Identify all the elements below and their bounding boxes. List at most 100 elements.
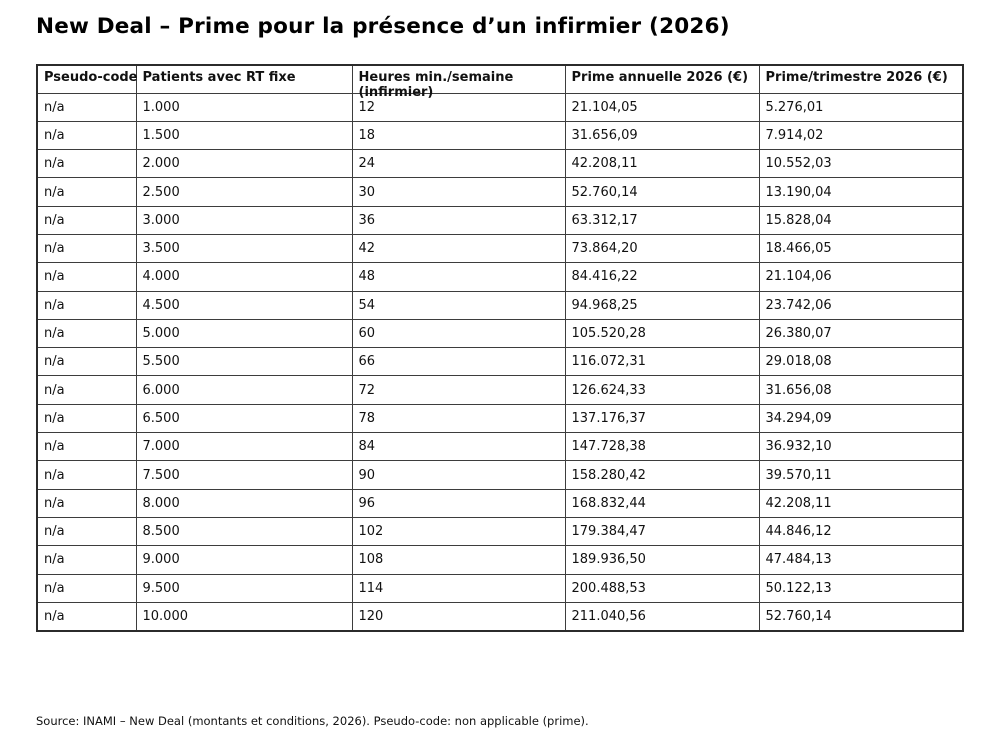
table-row: n/a 1.500 18 31.656,09 7.914,02 xyxy=(36,120,964,151)
table-cell: 90 xyxy=(351,460,566,490)
table-row: n/a 1.000 12 21.104,05 5.276,01 xyxy=(36,92,964,122)
table-cell: 6.500 xyxy=(135,403,353,434)
table-cell: 120 xyxy=(351,601,566,632)
table-cell: 7.914,02 xyxy=(758,120,964,151)
table-cell: 5.000 xyxy=(135,318,353,349)
table-cell: n/a xyxy=(36,318,137,349)
table-row: n/a 7.000 84 147.728,38 36.932,10 xyxy=(36,432,964,462)
table-cell: 47.484,13 xyxy=(758,545,964,575)
table-cell: 18 xyxy=(351,120,566,151)
table-cell: n/a xyxy=(36,92,137,122)
table-cell: 108 xyxy=(351,545,566,575)
table-cell: 72 xyxy=(351,375,566,405)
table-cell: 44.846,12 xyxy=(758,516,964,547)
table-cell: 34.294,09 xyxy=(758,403,964,434)
table-cell: n/a xyxy=(36,375,137,405)
table-cell: 9.500 xyxy=(135,573,353,603)
table-cell: 105.520,28 xyxy=(564,318,760,349)
table-row: n/a 8.500 102 179.384,47 44.846,12 xyxy=(36,516,964,547)
table-cell: 13.190,04 xyxy=(758,177,964,207)
table-cell: 137.176,37 xyxy=(564,403,760,434)
page-title: New Deal – Prime pour la présence d’un i… xyxy=(36,14,730,39)
table-cell: 168.832,44 xyxy=(564,488,760,518)
table-cell: n/a xyxy=(36,262,137,292)
col-header-heures-min-semaine: Heures min./semaine (infirmier) xyxy=(351,64,566,100)
table-cell: 10.552,03 xyxy=(758,149,964,179)
col-header-prime-annuelle: Prime annuelle 2026 (€) xyxy=(564,64,760,94)
col-header-pseudo-code: Pseudo-code xyxy=(36,64,138,94)
header-row: Pseudo-code Patients avec RT fixe Heures… xyxy=(36,64,964,100)
table-cell: 211.040,56 xyxy=(564,601,760,632)
table-cell: 66 xyxy=(351,347,566,377)
table-cell: 4.500 xyxy=(135,290,353,320)
table-row: n/a 7.500 90 158.280,42 39.570,11 xyxy=(36,460,964,490)
table-cell: 3.000 xyxy=(135,205,353,235)
table-cell: 126.624,33 xyxy=(564,375,760,405)
table-cell: 147.728,38 xyxy=(564,432,760,462)
col-header-label: Heures min./semaine xyxy=(358,70,514,85)
table-body: n/a 1.000 12 21.104,05 5.276,01 n/a 1.500 18 31.… xyxy=(36,92,964,632)
table-cell: 5.500 xyxy=(135,347,353,377)
table-cell: 2.000 xyxy=(135,149,353,179)
table-cell: 84.416,22 xyxy=(564,262,760,292)
table-cell: 3.500 xyxy=(135,233,353,264)
table-cell: 42 xyxy=(351,233,566,264)
col-header-label: Prime/trimestre 2026 (€) xyxy=(765,70,948,85)
table-cell: 18.466,05 xyxy=(758,233,964,264)
table-row: n/a 4.500 54 94.968,25 23.742,06 xyxy=(36,290,964,320)
table-cell: 12 xyxy=(351,92,566,122)
table-cell: n/a xyxy=(36,516,137,547)
table-row: n/a 10.000 120 211.040,56 52.760,14 xyxy=(36,601,964,632)
table-cell: 29.018,08 xyxy=(758,347,964,377)
table-cell: 4.000 xyxy=(135,262,353,292)
table-cell: 1.000 xyxy=(135,92,353,122)
table-cell: 9.000 xyxy=(135,545,353,575)
table-row: n/a 2.500 30 52.760,14 13.190,04 xyxy=(36,177,964,207)
table-cell: n/a xyxy=(36,403,137,434)
table-cell: 42.208,11 xyxy=(564,149,760,179)
table-cell: 30 xyxy=(351,177,566,207)
table-row: n/a 9.000 108 189.936,50 47.484,13 xyxy=(36,545,964,575)
col-header-prime-trimestre: Prime/trimestre 2026 (€) xyxy=(758,64,964,94)
table-cell: n/a xyxy=(36,347,137,377)
table-cell: 39.570,11 xyxy=(758,460,964,490)
table-cell: 114 xyxy=(351,573,566,603)
table-cell: n/a xyxy=(36,545,137,575)
table-cell: n/a xyxy=(36,488,137,518)
table-cell: 102 xyxy=(351,516,566,547)
table-cell: 7.000 xyxy=(135,432,353,462)
table-cell: 179.384,47 xyxy=(564,516,760,547)
table-cell: 189.936,50 xyxy=(564,545,760,575)
table-cell: 6.000 xyxy=(135,375,353,405)
table-row: n/a 4.000 48 84.416,22 21.104,06 xyxy=(36,262,964,292)
table-cell: 23.742,06 xyxy=(758,290,964,320)
table-row: n/a 2.000 24 42.208,11 10.552,03 xyxy=(36,149,964,179)
table-cell: n/a xyxy=(36,460,137,490)
table-cell: 50.122,13 xyxy=(758,573,964,603)
table-row: n/a 5.000 60 105.520,28 26.380,07 xyxy=(36,318,964,349)
table-row: n/a 6.500 78 137.176,37 34.294,09 xyxy=(36,403,964,434)
table-cell: n/a xyxy=(36,120,137,151)
table-cell: 15.828,04 xyxy=(758,205,964,235)
table-row: n/a 3.000 36 63.312,17 15.828,04 xyxy=(36,205,964,235)
table-cell: 52.760,14 xyxy=(564,177,760,207)
table-cell: n/a xyxy=(36,233,137,264)
table-cell: 54 xyxy=(351,290,566,320)
table-row: n/a 6.000 72 126.624,33 31.656,08 xyxy=(36,375,964,405)
table-cell: 7.500 xyxy=(135,460,353,490)
table-row: n/a 5.500 66 116.072,31 29.018,08 xyxy=(36,347,964,377)
col-header-label-line2: (infirmier) xyxy=(358,85,434,100)
table-cell: 21.104,05 xyxy=(564,92,760,122)
table-cell: n/a xyxy=(36,290,137,320)
table-cell: 94.968,25 xyxy=(564,290,760,320)
col-header-label: Prime annuelle 2026 (€) xyxy=(571,70,749,85)
table-cell: 1.500 xyxy=(135,120,353,151)
table-cell: n/a xyxy=(36,601,137,632)
table-cell: 31.656,09 xyxy=(564,120,760,151)
table-cell: 96 xyxy=(351,488,566,518)
col-header-label: Patients avec RT fixe xyxy=(142,70,296,85)
table-cell: 24 xyxy=(351,149,566,179)
table-cell: 26.380,07 xyxy=(758,318,964,349)
table-cell: 36.932,10 xyxy=(758,432,964,462)
table-cell: 78 xyxy=(351,403,566,434)
